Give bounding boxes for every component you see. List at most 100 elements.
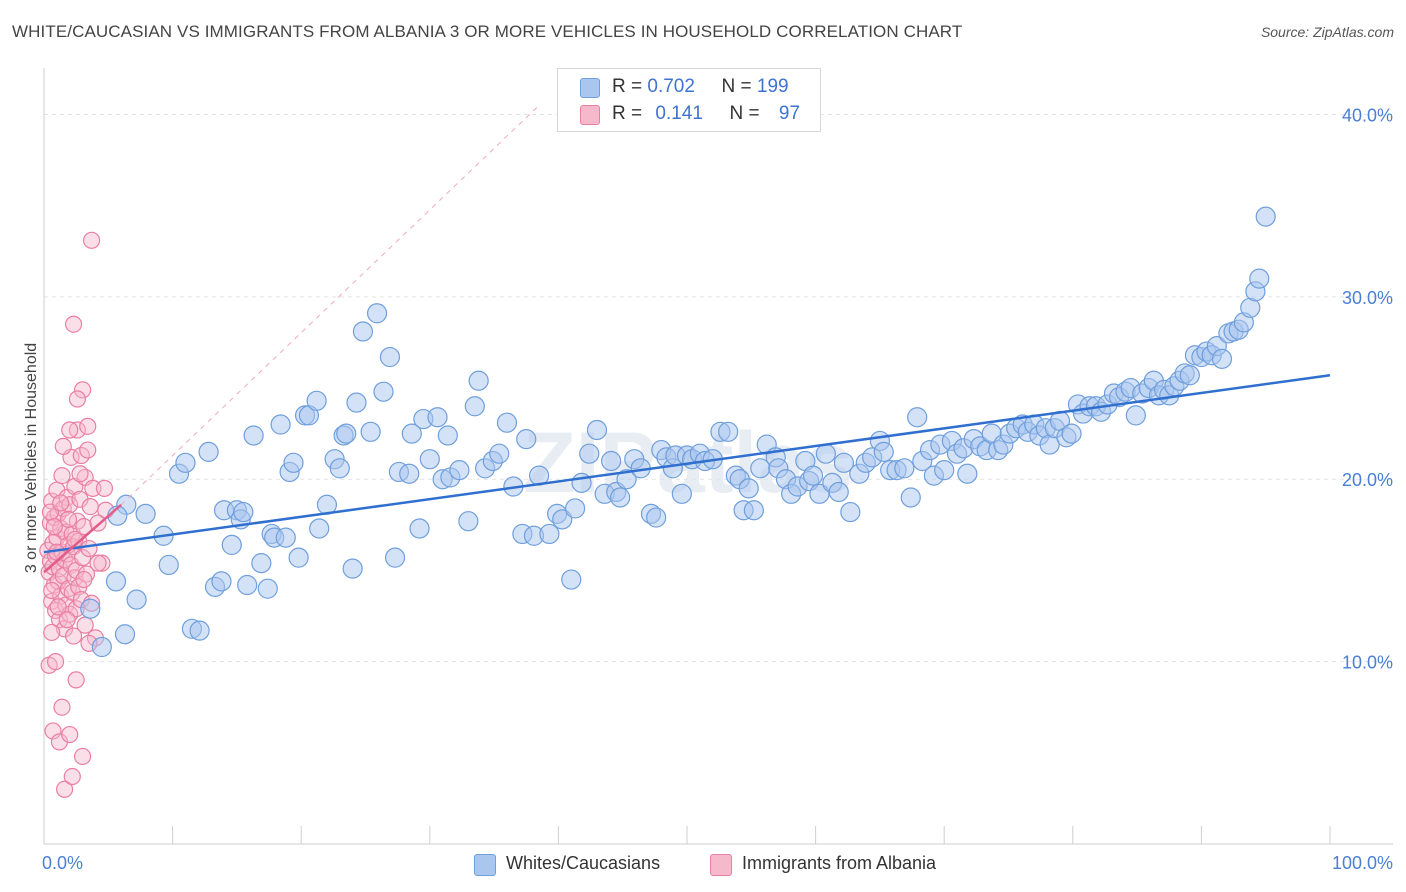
- data-point-whites: [671, 483, 692, 504]
- data-point-whites: [802, 465, 824, 486]
- legend-swatch-albania: [580, 105, 600, 125]
- data-point-albania: [80, 539, 98, 558]
- data-point-albania: [79, 417, 97, 435]
- trend-line-albania: [43, 503, 122, 574]
- bottom-swatch-albania: [710, 854, 732, 876]
- data-point-whites: [306, 390, 327, 411]
- data-point-whites: [828, 481, 849, 503]
- data-point-whites: [437, 425, 458, 446]
- data-point-whites: [894, 458, 915, 479]
- data-point-whites: [158, 554, 179, 576]
- y-axis-label: 3 or more Vehicles in Household: [23, 343, 40, 573]
- data-point-albania: [75, 570, 93, 589]
- chart-title: WHITE/CAUCASIAN VS IMMIGRANTS FROM ALBAN…: [12, 22, 963, 41]
- data-point-whites: [283, 452, 304, 473]
- data-point-whites: [516, 429, 537, 450]
- y-tick-label: 40.0%: [1342, 105, 1393, 125]
- data-point-albania: [73, 549, 92, 567]
- data-point-whites: [552, 509, 573, 530]
- n-value-albania: 97: [778, 103, 801, 124]
- data-point-whites: [105, 571, 127, 592]
- data-point-albania: [52, 494, 70, 512]
- data-point-whites: [616, 469, 637, 490]
- y-tick-label: 10.0%: [1342, 653, 1393, 673]
- data-point-albania: [93, 554, 111, 572]
- data-point-albania: [45, 518, 63, 536]
- data-point-albania: [71, 465, 89, 483]
- data-point-whites: [346, 392, 367, 413]
- legend-stats-albania: R = 0.141 N = 97: [612, 103, 800, 125]
- y-tick-label: 30.0%: [1342, 288, 1393, 308]
- data-point-albania: [55, 780, 74, 798]
- legend-stats-whites: R = 0.702 N = 199: [612, 76, 789, 98]
- data-point-whites: [419, 449, 440, 470]
- axes: [43, 68, 1393, 845]
- r-value-whites: 0.702: [647, 76, 695, 97]
- data-point-whites: [468, 370, 489, 391]
- data-point-albania: [79, 441, 97, 459]
- data-point-whites: [464, 396, 485, 417]
- data-point-whites: [489, 443, 510, 464]
- data-point-whites: [198, 441, 219, 462]
- data-point-whites: [401, 423, 422, 444]
- data-point-whites: [257, 578, 278, 599]
- data-point-albania: [95, 479, 114, 497]
- data-point-whites: [840, 501, 861, 523]
- data-point-whites: [458, 511, 479, 532]
- data-point-whites: [907, 407, 928, 428]
- data-point-whites: [738, 478, 759, 499]
- data-point-albania: [73, 747, 92, 766]
- data-point-whites: [237, 574, 258, 596]
- source-label: Source: ZipAtlas.com: [1260, 24, 1394, 40]
- data-point-whites: [743, 500, 764, 521]
- data-point-whites: [373, 381, 394, 402]
- r-label: R =: [612, 76, 643, 97]
- data-point-albania: [89, 554, 107, 572]
- data-point-whites: [601, 450, 622, 472]
- data-point-whites: [1249, 268, 1270, 289]
- data-point-whites: [80, 598, 101, 619]
- data-point-whites: [1061, 423, 1082, 444]
- data-point-whites: [243, 425, 264, 446]
- data-point-albania: [82, 231, 101, 249]
- data-point-whites: [610, 487, 631, 508]
- x-tick-label: 100.0%: [1332, 853, 1393, 873]
- data-point-albania: [61, 725, 79, 744]
- bottom-label-whites: Whites/Caucasians: [506, 853, 661, 873]
- data-point-whites: [934, 460, 955, 481]
- data-point-whites: [1179, 365, 1200, 386]
- data-point-albania: [75, 518, 93, 536]
- trend-line-whites: [43, 374, 1331, 554]
- data-point-whites: [1255, 206, 1276, 227]
- r-value-albania: 0.141: [655, 103, 703, 124]
- trend-extension-albania: [120, 104, 540, 506]
- data-point-whites: [233, 501, 254, 523]
- series-albania-points: [39, 231, 115, 798]
- n-label: N =: [721, 76, 752, 97]
- data-point-whites: [399, 463, 420, 484]
- data-point-albania: [44, 722, 62, 740]
- data-point-whites: [352, 321, 374, 342]
- data-point-whites: [336, 423, 357, 444]
- data-point-whites: [586, 419, 608, 441]
- trend-lines: [43, 104, 1331, 574]
- data-point-albania: [53, 698, 71, 716]
- data-point-whites: [251, 553, 272, 574]
- data-point-albania: [64, 315, 83, 333]
- data-point-whites: [873, 441, 894, 462]
- data-point-whites: [175, 452, 196, 473]
- data-point-whites: [342, 558, 363, 579]
- bottom-label-albania: Immigrants from Albania: [742, 853, 937, 873]
- data-point-whites: [360, 421, 381, 442]
- data-point-whites: [126, 589, 147, 610]
- data-point-whites: [646, 507, 667, 528]
- data-point-whites: [221, 534, 242, 555]
- data-point-whites: [211, 571, 232, 592]
- data-point-whites: [409, 518, 430, 539]
- tick-labels: 10.0% 20.0% 30.0% 40.0% 0.0% 100.0%: [42, 105, 1393, 873]
- data-point-whites: [114, 624, 136, 645]
- data-point-whites: [833, 452, 854, 473]
- data-point-albania: [73, 381, 92, 399]
- data-point-whites: [579, 443, 600, 464]
